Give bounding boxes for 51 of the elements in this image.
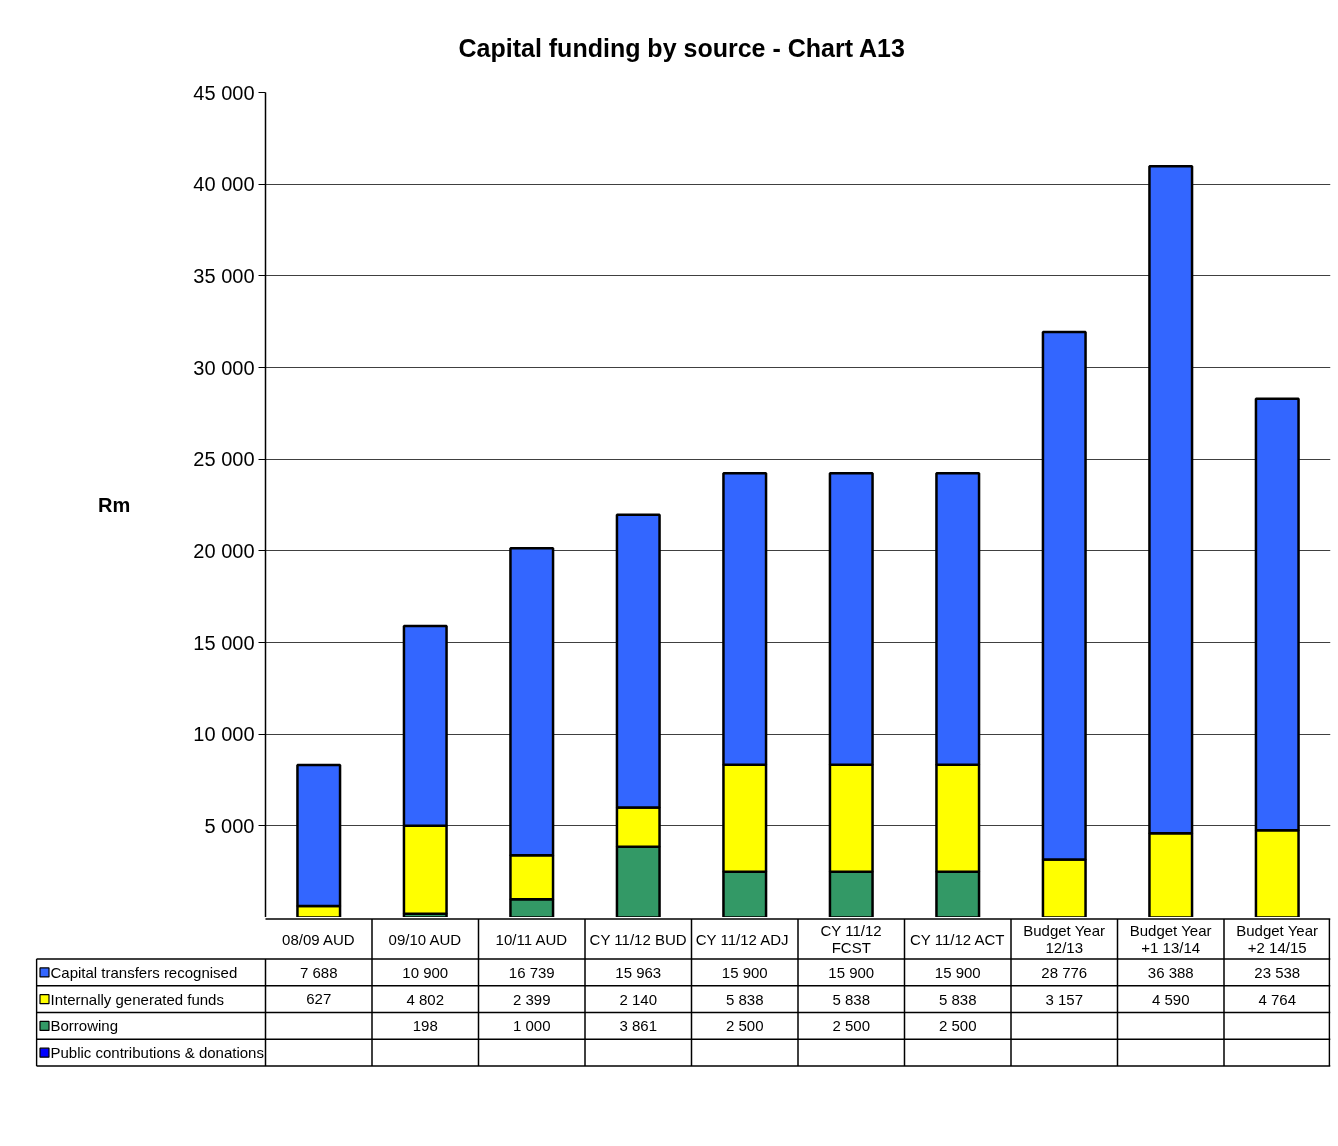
data-label: 2 399 (512, 990, 551, 1008)
x-tick-label: 08/09 AUD (282, 930, 355, 948)
chart-title: Capital funding by source - Chart A13 (458, 33, 905, 62)
y-tick-label: 10 000 (193, 723, 255, 746)
data-label: 23 538 (1254, 963, 1301, 981)
x-tick-label: Budget Year +1 13/14 (1129, 922, 1212, 956)
y-tick-label: 35 000 (193, 264, 255, 287)
data-label: 2 500 (725, 1017, 764, 1035)
data-label: 198 (412, 1016, 438, 1034)
x-tick-label: 09/10 AUD (388, 930, 462, 948)
y-tick-label: 15 000 (193, 631, 255, 654)
data-label: 2 500 (832, 1017, 871, 1035)
x-tick-label: Budget Year 12/13 (1023, 922, 1105, 956)
data-label: 3 861 (619, 1017, 658, 1035)
y-tick-label: 40 000 (193, 173, 255, 196)
data-label: 15 963 (615, 963, 662, 981)
data-label: 36 388 (1147, 963, 1194, 981)
data-label: 7 688 (299, 963, 338, 981)
x-tick-label: CY 11/12 ADJ (695, 930, 789, 948)
x-tick-label: CY 11/12 ACT (909, 930, 1005, 948)
data-label: 15 900 (828, 963, 875, 981)
data-label: 16 739 (508, 963, 555, 981)
y-tick-label: 30 000 (193, 356, 255, 379)
x-tick-label: CY 11/12 FCST (820, 922, 882, 956)
data-label: 627 (306, 990, 332, 1008)
data-label: 1 000 (512, 1017, 551, 1035)
legend-label: Borrowing (50, 1017, 119, 1035)
y-tick-label: 45 000 (193, 81, 255, 104)
y-tick-label: 25 000 (193, 448, 255, 471)
data-label: 4 590 (1151, 990, 1190, 1008)
data-label: 4 764 (1258, 990, 1297, 1008)
data-label: 5 838 (832, 990, 871, 1008)
data-label: 5 838 (938, 990, 977, 1008)
data-label: 5 838 (725, 990, 764, 1008)
x-tick-label: CY 11/12 BUD (589, 930, 687, 948)
x-tick-label: 10/11 AUD (495, 930, 568, 948)
legend-label: Internally generated funds (50, 990, 224, 1008)
data-label: 4 802 (406, 990, 445, 1008)
x-tick-label: Budget Year +2 14/15 (1236, 922, 1318, 956)
y-tick-label: 5 000 (204, 814, 255, 837)
y-axis-title: Rm (98, 494, 131, 516)
data-label: 3 157 (1045, 990, 1084, 1008)
data-label: 15 900 (721, 963, 768, 981)
y-tick-label: 20 000 (193, 539, 255, 562)
data-label: 2 500 (938, 1017, 977, 1035)
data-label: 2 140 (619, 990, 658, 1008)
legend-label: Public contributions & donations (50, 1044, 264, 1062)
legend-label: Capital transfers recognised (50, 963, 238, 981)
data-label: 10 900 (402, 963, 449, 981)
data-label: 15 900 (934, 963, 981, 981)
data-label: 28 776 (1041, 963, 1088, 981)
